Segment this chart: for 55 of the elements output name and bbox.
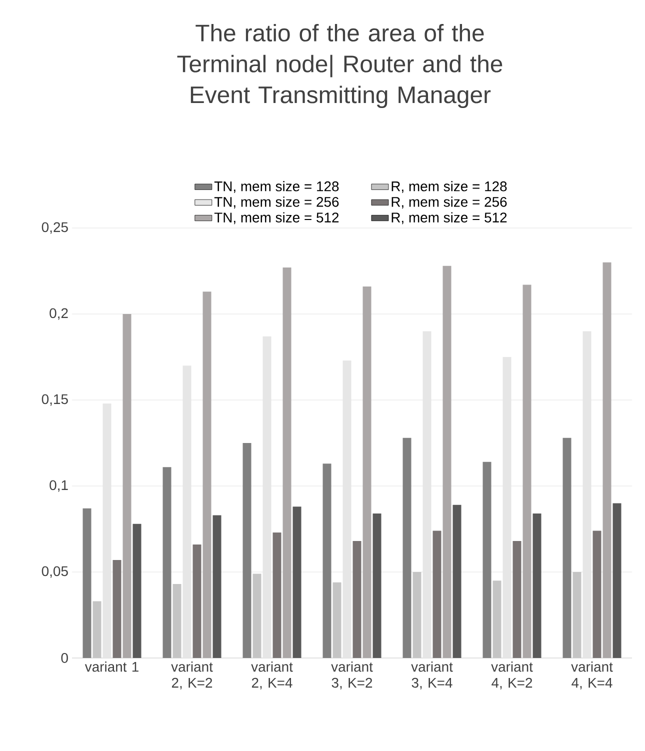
bar [402, 438, 412, 658]
bar [582, 331, 592, 658]
bar [592, 530, 602, 658]
bar [272, 532, 282, 658]
legend-label: TN, mem size = 256 [214, 196, 339, 209]
chart-title: The ratio of the area of the Terminal node| Router and the Event Transmitting Manager [177, 24, 502, 108]
bar [372, 514, 382, 658]
bar [442, 266, 452, 658]
legend-label: R, mem size = 256 [392, 196, 507, 209]
bar [202, 292, 212, 658]
bar [352, 541, 362, 658]
x-tick-label: variant 4, K=4 [571, 662, 613, 690]
y-tick-label: 0,1 [50, 480, 68, 492]
bar [182, 366, 192, 658]
bar [422, 331, 432, 658]
bar [362, 286, 372, 658]
y-tick-label: 0,2 [50, 308, 68, 320]
x-tick-label: variant 1 [84, 662, 138, 672]
x-tick-label: variant 3, K=4 [411, 662, 453, 690]
bar [612, 503, 622, 658]
legend-label: TN, mem size = 128 [214, 181, 339, 193]
legend-label: R, mem size = 128 [392, 181, 507, 193]
bar [532, 514, 542, 658]
bar [452, 504, 462, 658]
bar [512, 541, 522, 658]
bar [482, 462, 492, 658]
bar [282, 268, 292, 658]
x-tick-label: variant 2, K=2 [171, 662, 213, 690]
bar [522, 284, 532, 658]
x-tick-label: variant 3, K=2 [331, 662, 373, 690]
bar [132, 524, 142, 658]
bar [122, 314, 132, 658]
x-tick-label: variant 4, K=2 [491, 662, 533, 690]
y-tick-label: 0,05 [42, 566, 68, 578]
bar [102, 403, 112, 658]
bar [562, 438, 572, 658]
bar [502, 356, 512, 658]
legend-label: R, mem size = 512 [392, 212, 507, 224]
bar [192, 544, 202, 658]
y-tick-label: 0,25 [42, 222, 68, 234]
bar [602, 262, 612, 658]
bar [432, 530, 442, 658]
bar [292, 506, 302, 658]
bar [212, 515, 222, 658]
bar [162, 467, 172, 658]
bar [322, 464, 332, 658]
y-tick-label: 0,15 [42, 394, 68, 406]
bar [342, 360, 352, 658]
legend-label: TN, mem size = 512 [214, 212, 339, 224]
bar [262, 336, 272, 658]
x-tick-label: variant 2, K=4 [251, 662, 293, 690]
bar [242, 443, 252, 658]
bar [82, 508, 92, 658]
y-tick-label: 0 [61, 653, 68, 663]
bar [112, 560, 122, 658]
